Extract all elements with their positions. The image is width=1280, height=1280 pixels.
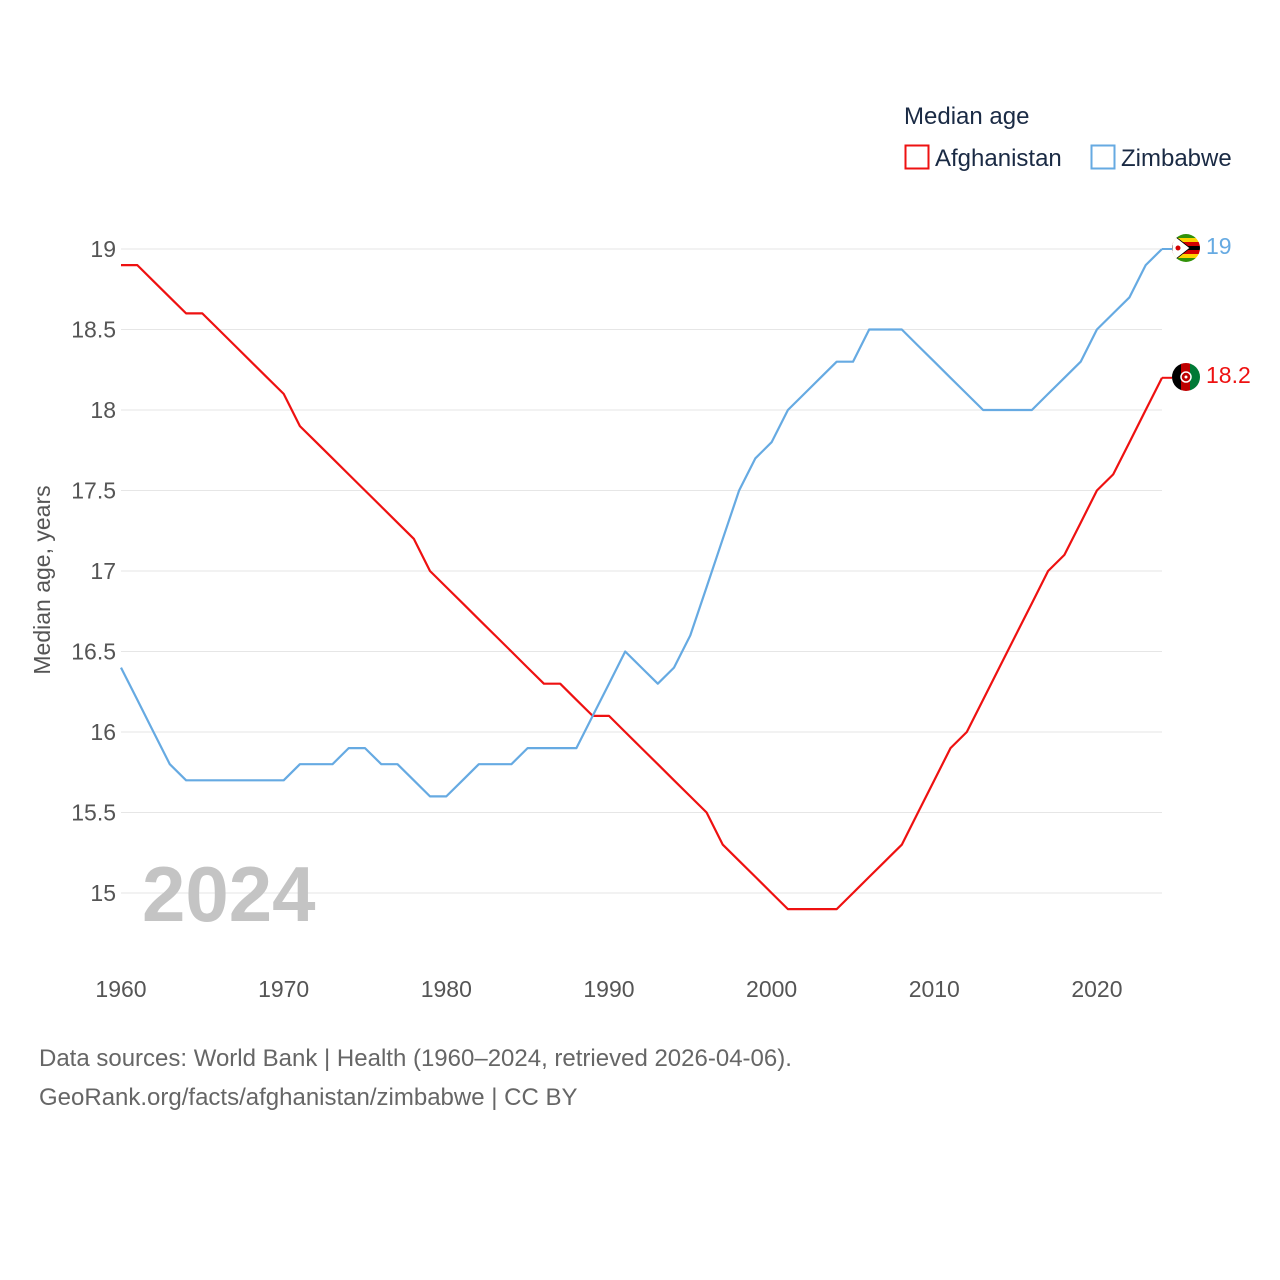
end-label-zimbabwe: 19 — [1206, 233, 1232, 259]
x-tick-label: 2000 — [746, 976, 797, 1002]
x-tick-label: 1970 — [258, 976, 309, 1002]
legend-title: Median age — [904, 103, 1029, 130]
source-text: Data sources: World Bank | Health (1960–… — [39, 1045, 792, 1072]
x-tick-label: 2010 — [909, 976, 960, 1002]
x-tick-label: 1960 — [95, 976, 146, 1002]
y-axis-ticks: 15 15.5 16 16.5 17 17.5 18 18.5 19 — [71, 236, 116, 906]
legend[interactable]: Median age Afghanistan Zimbabwe — [904, 103, 1232, 172]
series-lines — [120, 248, 1172, 911]
x-tick-label: 1980 — [421, 976, 472, 1002]
zimbabwe-flag-icon — [1172, 234, 1200, 262]
y-tick-label: 15 — [90, 880, 116, 906]
afghanistan-flag-icon — [1172, 363, 1200, 391]
legend-swatch-zimbabwe[interactable] — [1090, 144, 1116, 170]
y-tick-label: 16.5 — [71, 639, 116, 665]
x-tick-label: 2020 — [1071, 976, 1122, 1002]
y-tick-label: 19 — [90, 236, 116, 262]
end-label-afghanistan: 18.2 — [1206, 362, 1251, 388]
year-watermark: 2024 — [142, 850, 316, 938]
y-tick-label: 18.5 — [71, 317, 116, 343]
y-axis-title: Median age, years — [29, 485, 55, 674]
y-tick-label: 16 — [90, 719, 116, 745]
series-line-afghanistan[interactable] — [121, 264, 1163, 911]
gridlines — [121, 248, 1162, 894]
y-tick-label: 17.5 — [71, 478, 116, 504]
y-tick-label: 17 — [90, 558, 116, 584]
y-tick-label: 18 — [90, 397, 116, 423]
legend-swatch-afghanistan[interactable] — [904, 144, 930, 170]
x-tick-label: 1990 — [583, 976, 634, 1002]
y-tick-label: 15.5 — [71, 800, 116, 826]
x-axis-ticks: 1960 1970 1980 1990 2000 2010 2020 — [95, 976, 1122, 1002]
series-line-zimbabwe[interactable] — [120, 248, 1163, 798]
source-url[interactable]: GeoRank.org/facts/afghanistan/zimbabwe |… — [39, 1084, 578, 1111]
legend-label-zimbabwe[interactable]: Zimbabwe — [1121, 145, 1232, 172]
legend-label-afghanistan[interactable]: Afghanistan — [935, 145, 1062, 172]
